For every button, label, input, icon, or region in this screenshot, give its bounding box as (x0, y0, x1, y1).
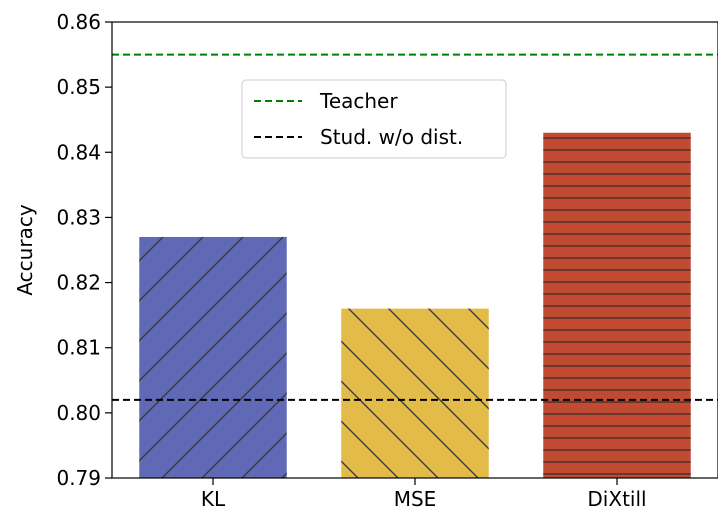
legend-box (241, 79, 507, 159)
bars-group (139, 132, 691, 478)
bar-hatch-kl (139, 236, 287, 478)
bar-hatch-dixtill (543, 132, 691, 478)
y-tick-label: 0.85 (56, 75, 101, 99)
y-tick-label: 0.81 (56, 336, 101, 360)
x-tick-label: KL (201, 487, 226, 509)
x-axis: KL MSE DiXtill (201, 478, 647, 509)
legend-student-label: Stud. w/o dist. (320, 125, 463, 149)
y-tick-label: 0.79 (56, 466, 101, 490)
reference-lines-group (112, 53, 718, 401)
legend: Teacher Stud. w/o dist. (241, 79, 507, 159)
y-tick-label: 0.83 (56, 205, 101, 229)
y-tick-label: 0.84 (56, 140, 101, 164)
x-tick-label: DiXtill (587, 487, 646, 509)
plot-area (111, 21, 718, 479)
y-tick-label: 0.82 (56, 271, 101, 295)
x-tick-label: MSE (394, 487, 437, 509)
y-axis-title: Accuracy (13, 204, 37, 295)
y-tick-label: 0.80 (56, 401, 101, 425)
bar-hatch-mse (341, 308, 489, 478)
y-axis: 0.79 0.80 0.81 0.82 0.83 0.84 0.85 0.86 (56, 10, 112, 490)
legend-teacher-label: Teacher (319, 89, 398, 113)
y-tick-label: 0.86 (56, 10, 101, 34)
